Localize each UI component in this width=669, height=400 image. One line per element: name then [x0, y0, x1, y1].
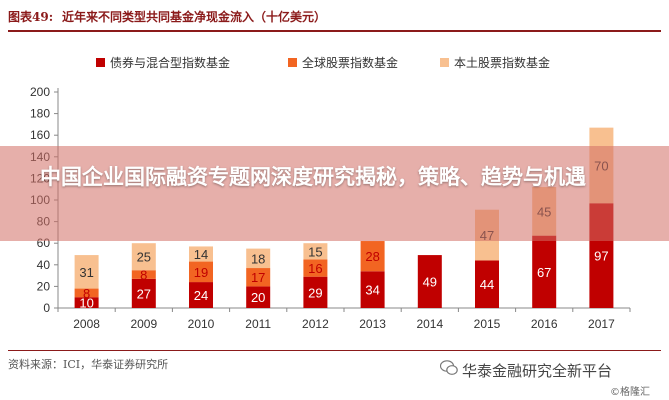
bar-segment — [246, 286, 271, 308]
source-note: 资料来源：ICI，华泰证券研究所 — [8, 358, 169, 371]
bar-value-label: 27 — [137, 286, 151, 301]
bar-segment — [246, 248, 271, 269]
bar-value-label: 20 — [251, 290, 265, 305]
bar-segment — [74, 297, 99, 308]
x-tick-label: 2010 — [188, 317, 215, 331]
y-tick-label: 40 — [37, 258, 51, 272]
bar-value-label: 14 — [194, 247, 208, 262]
footer-rule — [8, 350, 661, 351]
wechat-platform-label: 华泰金融研究全新平台 — [462, 362, 613, 380]
bar-value-label: 34 — [365, 283, 379, 298]
y-tick-label: 180 — [30, 107, 50, 121]
legend-label: 债券与混合型指数基金 — [110, 55, 230, 70]
x-tick-label: 2013 — [359, 317, 386, 331]
bar-value-label: 28 — [365, 249, 379, 264]
bar-value-label: 67 — [537, 265, 551, 280]
y-tick-label: 200 — [30, 85, 50, 99]
y-tick-label: 0 — [43, 301, 50, 315]
figure-title: 近年来不同类型共同基金净现金流入（十亿美元） — [62, 10, 327, 24]
bar-value-label: 19 — [194, 265, 208, 280]
bar-value-label: 8 — [83, 286, 90, 301]
legend-swatch — [288, 58, 297, 67]
bar-segment — [303, 259, 328, 277]
y-tick-label: 20 — [37, 279, 51, 293]
chart-header: 图表49: 近年来不同类型共同基金净现金流入（十亿美元） — [0, 0, 669, 36]
bar-segment — [189, 246, 213, 262]
wechat-icon — [440, 360, 458, 375]
bar-value-label: 44 — [480, 277, 494, 292]
x-tick-label: 2014 — [416, 317, 443, 331]
bar-segment — [475, 260, 499, 308]
bar-segment — [246, 268, 271, 287]
bar-segment — [131, 270, 156, 279]
legend-swatch — [96, 58, 105, 67]
bar-segment — [74, 288, 99, 298]
bar-value-label: 25 — [137, 250, 151, 265]
bar-value-label: 49 — [423, 275, 437, 290]
bar-segment — [189, 261, 213, 283]
bar-value-label: 31 — [79, 265, 93, 280]
bar-value-label: 24 — [194, 288, 208, 303]
bar-value-label: 10 — [79, 296, 93, 311]
x-tick-label: 2016 — [531, 317, 558, 331]
banner-title: 中国企业国际融资专题网深度研究揭秘，策略、趋势与机遇 — [40, 165, 586, 189]
bar-value-label: 18 — [251, 251, 265, 266]
x-tick-label: 2015 — [474, 317, 501, 331]
bar-segment — [303, 276, 328, 308]
bar-segment — [417, 255, 442, 308]
legend-label: 本土股票指数基金 — [454, 55, 550, 70]
legend-swatch — [440, 58, 449, 67]
y-tick-label: 160 — [30, 128, 50, 142]
overlay-banner — [0, 146, 669, 241]
x-tick-label: 2011 — [245, 317, 271, 331]
bar-segment — [189, 282, 213, 308]
bar-value-label: 15 — [308, 244, 322, 259]
bar-segment — [74, 255, 99, 289]
bar-segment — [131, 278, 156, 308]
watermark: ©格隆汇 — [610, 387, 650, 398]
x-tick-label: 2009 — [130, 317, 157, 331]
x-tick-label: 2012 — [302, 317, 329, 331]
x-tick-label: 2017 — [588, 317, 615, 331]
bar-segment — [360, 241, 385, 272]
header-rule — [8, 30, 661, 32]
bar-value-label: 17 — [251, 270, 265, 285]
bar-value-label: 16 — [308, 261, 322, 276]
legend-label: 全球股票指数基金 — [302, 55, 398, 70]
figure-label: 图表49: — [8, 10, 54, 24]
x-tick-label: 2008 — [73, 317, 100, 331]
bar-segment — [532, 235, 557, 308]
bar-value-label: 97 — [594, 249, 608, 264]
bar-value-label: 29 — [308, 285, 322, 300]
bar-segment — [131, 243, 156, 271]
bar-segment — [303, 243, 328, 260]
bar-value-label: 8 — [140, 268, 147, 283]
bar-segment — [360, 271, 385, 308]
